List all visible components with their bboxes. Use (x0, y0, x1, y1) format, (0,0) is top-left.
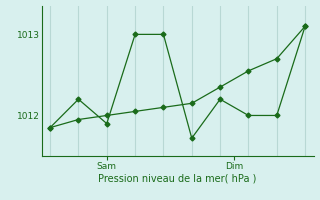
X-axis label: Pression niveau de la mer( hPa ): Pression niveau de la mer( hPa ) (99, 173, 257, 183)
